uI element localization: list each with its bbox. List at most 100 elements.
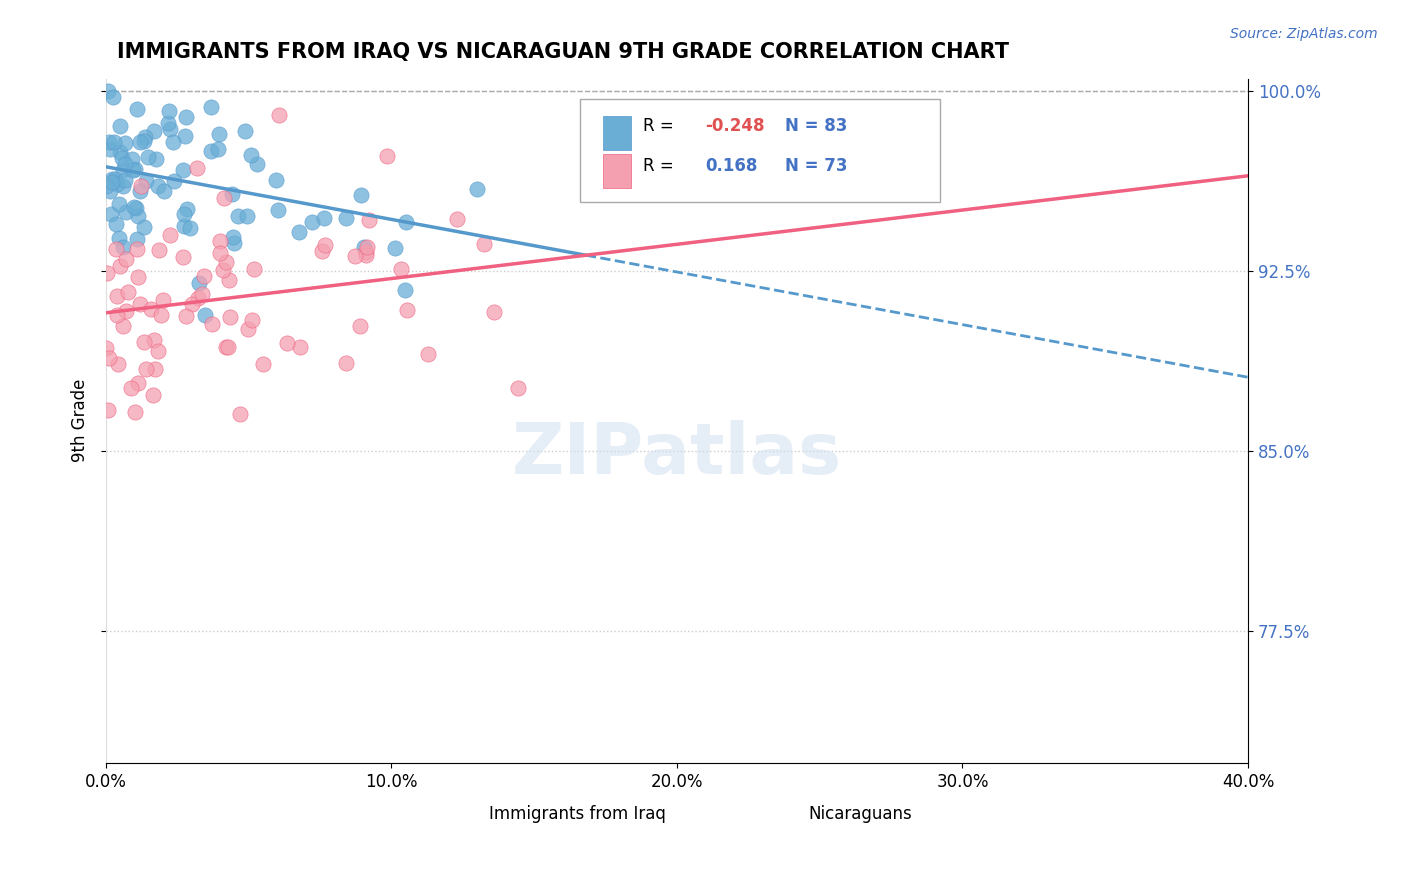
Point <box>288 340 311 354</box>
Point <box>115 304 138 318</box>
Point <box>181 297 204 311</box>
Point <box>353 240 375 254</box>
Point <box>115 252 138 266</box>
Point <box>465 182 488 196</box>
Point <box>153 184 176 198</box>
Point <box>246 157 269 171</box>
Point <box>240 313 263 327</box>
Text: Nicaraguans: Nicaraguans <box>808 805 912 823</box>
Point <box>354 248 377 262</box>
Point <box>356 240 378 254</box>
Point <box>100 207 122 221</box>
Point <box>135 174 157 188</box>
Point <box>159 121 181 136</box>
Point <box>121 152 143 166</box>
Point <box>219 310 242 325</box>
Point <box>200 144 222 158</box>
Point <box>229 407 252 421</box>
Point <box>209 234 232 248</box>
Point <box>375 149 398 163</box>
Point <box>207 142 229 156</box>
Point <box>114 173 136 187</box>
Point <box>446 212 468 227</box>
Point <box>152 293 174 308</box>
Point <box>186 161 208 176</box>
Point <box>150 308 173 322</box>
Bar <box>449 797 477 824</box>
Point <box>208 246 231 260</box>
Text: -0.248: -0.248 <box>706 117 765 136</box>
Bar <box>768 797 797 824</box>
Text: ZIPatlas: ZIPatlas <box>512 420 842 490</box>
Point <box>129 297 152 311</box>
Point <box>349 319 371 334</box>
Point <box>191 286 214 301</box>
Point <box>114 136 136 151</box>
Point <box>135 362 157 376</box>
Point <box>127 269 149 284</box>
Point <box>335 356 357 370</box>
Point <box>129 178 152 193</box>
FancyBboxPatch shape <box>579 99 939 202</box>
Point <box>335 211 357 226</box>
Point <box>110 145 132 159</box>
Point <box>215 340 238 354</box>
Point <box>96 179 118 194</box>
Point <box>108 197 131 211</box>
Point <box>145 152 167 166</box>
Point <box>108 259 131 273</box>
Point <box>173 219 195 233</box>
Point <box>188 277 211 291</box>
Point <box>111 319 134 334</box>
Point <box>314 237 336 252</box>
Point <box>236 209 259 223</box>
Point <box>264 173 287 187</box>
Point <box>105 217 128 231</box>
Point <box>484 305 506 319</box>
Point <box>242 262 264 277</box>
Text: 0.168: 0.168 <box>706 157 758 175</box>
Point <box>176 202 198 216</box>
Bar <box>603 154 631 188</box>
Text: N = 73: N = 73 <box>786 157 848 175</box>
Text: IMMIGRANTS FROM IRAQ VS NICARAGUAN 9TH GRADE CORRELATION CHART: IMMIGRANTS FROM IRAQ VS NICARAGUAN 9TH G… <box>117 42 1010 62</box>
Point <box>173 128 195 143</box>
Point <box>221 230 243 244</box>
Point <box>96 266 118 280</box>
Point <box>201 317 224 331</box>
Point <box>200 100 222 114</box>
Point <box>128 185 150 199</box>
Point <box>349 187 371 202</box>
Point <box>236 322 259 336</box>
Point <box>132 220 155 235</box>
Point <box>97 135 120 149</box>
Point <box>267 107 290 121</box>
Point <box>97 84 120 98</box>
Point <box>174 110 197 124</box>
Point <box>193 268 215 283</box>
Point <box>173 207 195 221</box>
Point <box>384 241 406 255</box>
Point <box>105 289 128 303</box>
Point <box>148 243 170 257</box>
Point <box>114 157 136 171</box>
Point <box>120 381 142 395</box>
Point <box>132 134 155 148</box>
Point <box>194 308 217 322</box>
Point <box>110 119 132 133</box>
Point <box>105 178 128 192</box>
Point <box>117 285 139 299</box>
Point <box>105 308 128 322</box>
Point <box>239 148 262 162</box>
Point <box>212 262 235 277</box>
Point <box>143 361 166 376</box>
Point <box>111 151 134 165</box>
Point <box>139 302 162 317</box>
Point <box>233 124 256 138</box>
Point <box>215 255 238 269</box>
Point <box>142 388 165 402</box>
Point <box>222 235 245 250</box>
Point <box>148 344 170 359</box>
Point <box>162 136 184 150</box>
Point <box>508 381 530 395</box>
